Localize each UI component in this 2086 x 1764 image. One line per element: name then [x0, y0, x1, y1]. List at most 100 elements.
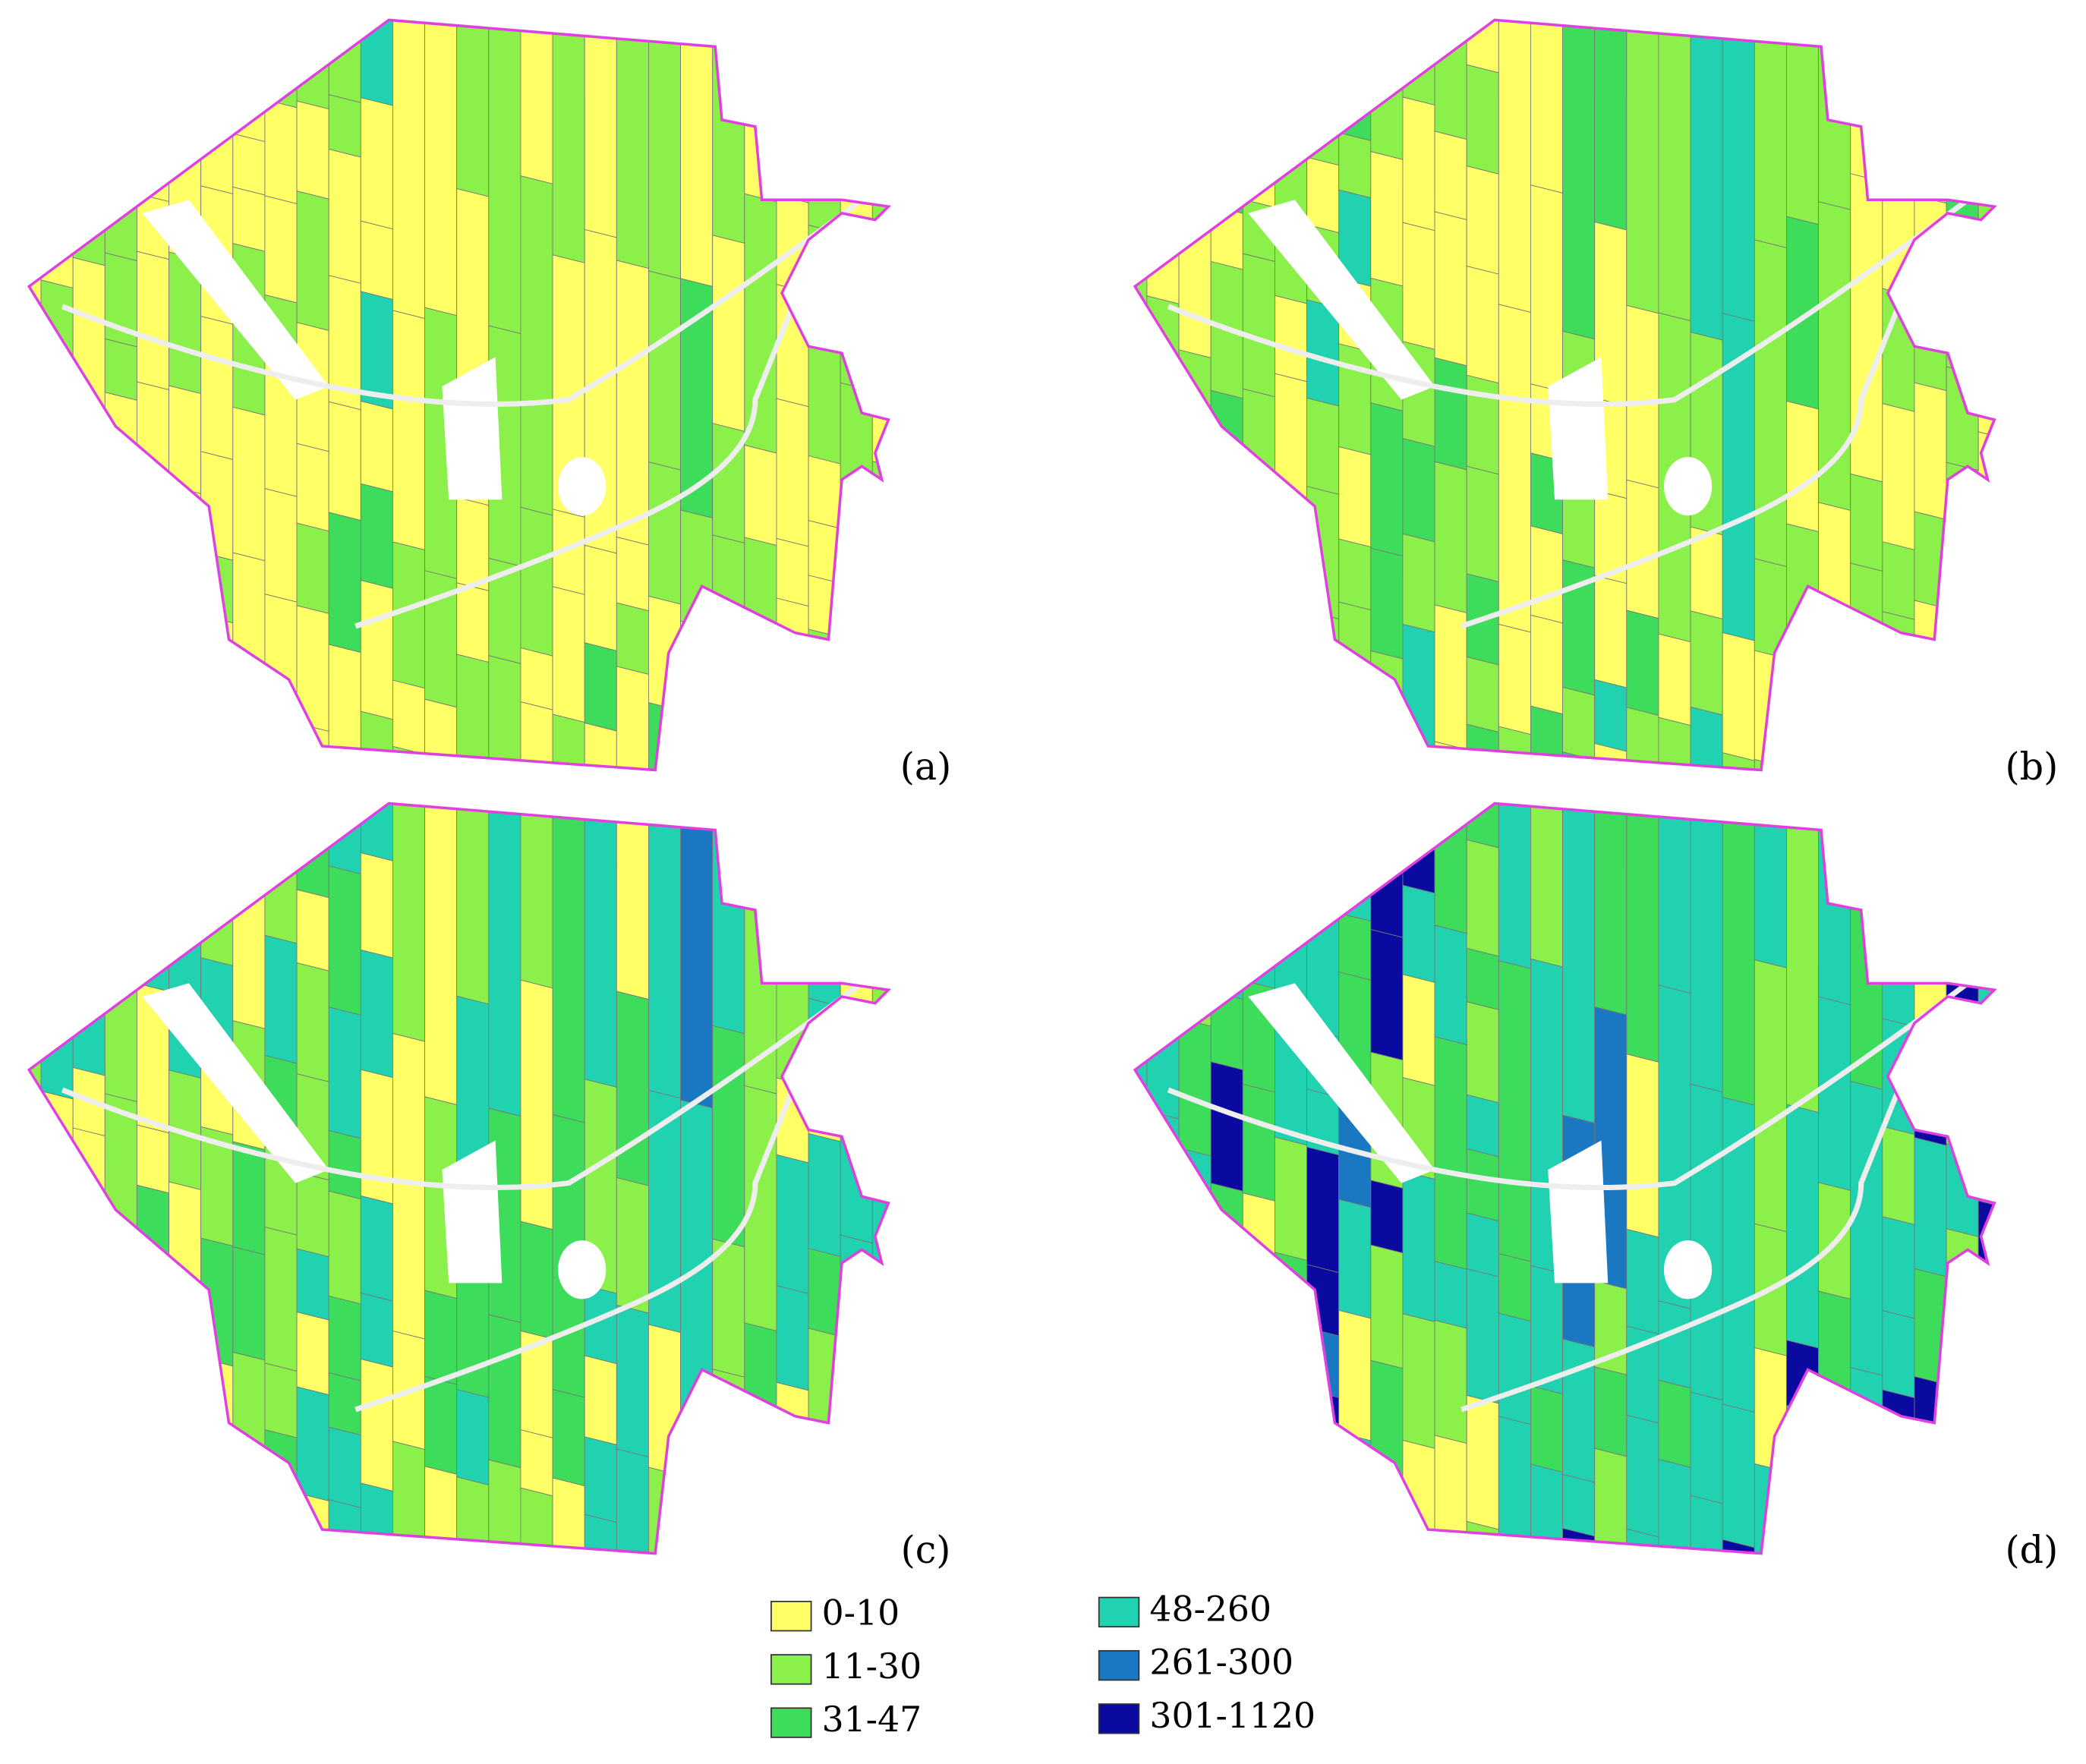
parcel: [1274, 67, 1307, 159]
parcel: [808, 312, 841, 465]
parcel: [1210, 867, 1243, 1000]
parcel: [1786, 400, 1820, 533]
parcel: [648, 803, 682, 1099]
parcel: [1754, 558, 1787, 660]
parcel: [328, 401, 361, 521]
legend-label: 48-260: [1149, 1589, 1271, 1629]
parcel: [1659, 1570, 1691, 1636]
parcel: [1370, 73, 1404, 160]
parcel: [1306, 803, 1340, 915]
parcel: [169, 20, 202, 155]
parcel: [1946, 461, 1979, 591]
parcel: [904, 1173, 936, 1249]
parcel: [456, 654, 490, 765]
boundary: [27, 18, 892, 772]
parcel: [1306, 1488, 1340, 1554]
parcel: [1946, 366, 1979, 471]
parcel: [776, 284, 809, 408]
parcel: [104, 803, 137, 888]
parcel: [360, 1069, 393, 1205]
parcel: [360, 1482, 393, 1554]
parcel: [520, 979, 553, 1230]
parcel: [296, 1311, 329, 1396]
parcel: [1626, 479, 1659, 619]
parcel: [296, 962, 329, 1082]
legend-label: 0-10: [822, 1593, 900, 1633]
parcel: [616, 537, 649, 612]
parcel: [1338, 803, 1372, 922]
parcel: [1977, 1315, 1995, 1446]
parcel: [552, 713, 585, 770]
parcel: [29, 1154, 42, 1268]
parcel: [1135, 471, 1148, 569]
parcel: [1850, 1367, 1883, 1450]
parcel: [1626, 1054, 1659, 1238]
parcel: [296, 191, 329, 331]
parcel: [29, 1027, 42, 1164]
parcel: [72, 1362, 106, 1428]
parcel: [1594, 20, 1628, 231]
parcel: [1178, 903, 1212, 1027]
parcel: [1434, 357, 1467, 471]
parcel: [1178, 1384, 1212, 1450]
parcel: [871, 554, 889, 685]
parcel: [169, 1354, 202, 1499]
parcel: [328, 1372, 361, 1436]
parcel: [776, 537, 809, 607]
parcel: [72, 1539, 106, 1554]
parcel: [40, 1551, 74, 1554]
parcel: [296, 1248, 329, 1321]
parcel: [904, 924, 936, 1066]
parcel: [40, 416, 74, 532]
parcel: [1850, 803, 1883, 1090]
parcel: [136, 1263, 169, 1397]
parcel: [712, 1025, 745, 1248]
parcel: [1210, 121, 1243, 214]
parcel: [1466, 1001, 1499, 1104]
parcel: [1274, 591, 1307, 725]
parcel: [616, 1304, 649, 1458]
road: [354, 1048, 811, 1413]
parcel: [1178, 445, 1212, 519]
parcel: [904, 361, 936, 473]
parcel: [2010, 71, 2042, 219]
parcel: [1466, 64, 1499, 175]
parcel: [232, 1246, 266, 1361]
legend-swatch: [770, 1654, 812, 1685]
parcel: [904, 216, 936, 369]
parcel: [904, 783, 936, 864]
parcel: [296, 803, 329, 899]
parcel: [1178, 803, 1212, 913]
parcel: [520, 701, 553, 770]
parcel: [1434, 925, 1467, 1045]
parcel: [232, 20, 266, 143]
parcel: [584, 642, 617, 732]
parcel: [808, 908, 841, 1007]
parcel: [808, 575, 841, 638]
pond: [1663, 1240, 1713, 1299]
parcel: [1370, 1491, 1404, 1554]
parcel: [328, 1006, 361, 1139]
parcel: [1115, 795, 1147, 893]
parcel: [1274, 1513, 1307, 1554]
parcel: [1946, 131, 1979, 254]
parcel: [40, 279, 74, 371]
parcel: [1690, 803, 1723, 1093]
parcel: [1338, 538, 1372, 611]
parcel: [1135, 559, 1148, 681]
parcel: [1658, 1459, 1691, 1554]
legend-swatch: [1098, 1703, 1140, 1734]
parcel: [488, 20, 522, 335]
parcel: [29, 52, 42, 144]
parcel: [296, 522, 329, 614]
parcel: [360, 949, 393, 1079]
parcel: [840, 112, 873, 266]
road: [61, 197, 864, 407]
parcel: [1946, 581, 1979, 685]
parcel: [360, 1292, 393, 1368]
parcel: [1722, 803, 1755, 1106]
parcel: [1562, 803, 1596, 1124]
parcel: [264, 594, 298, 729]
parcel: [1434, 1168, 1467, 1270]
parcel: [1882, 702, 1915, 770]
